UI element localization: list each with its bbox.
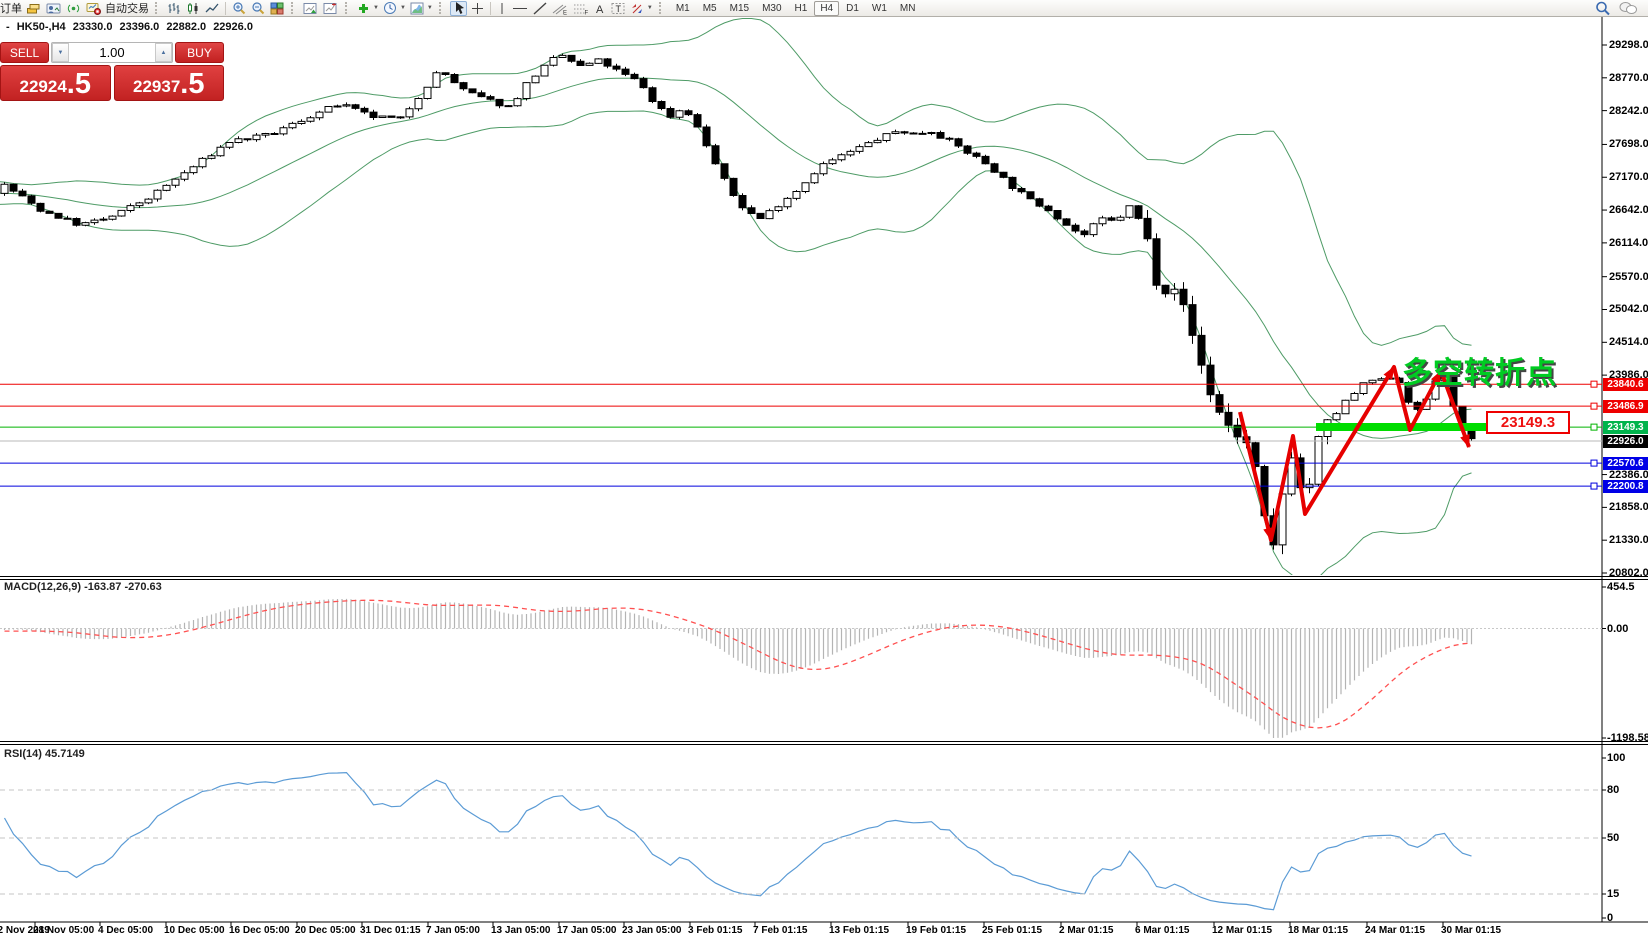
bar-chart-icon[interactable]	[166, 1, 182, 16]
signals-icon[interactable]	[65, 1, 82, 16]
text-tool-icon[interactable]: A	[593, 1, 607, 16]
toolbar-grip	[658, 2, 664, 14]
timeframe-button-h1[interactable]: H1	[794, 2, 808, 14]
autotrading-button[interactable]: 自动交易	[105, 3, 149, 15]
horizontal-line-tool-icon[interactable]	[511, 1, 529, 16]
line-chart-icon[interactable]	[204, 1, 220, 16]
buy-price-pips: .5	[180, 68, 205, 100]
chart-header-marker: -	[6, 21, 10, 33]
period-clock-icon[interactable]	[382, 1, 398, 16]
toolbar-grip	[438, 2, 444, 14]
autotrading-icon[interactable]	[85, 1, 102, 16]
toolbar-grip	[291, 2, 296, 14]
sell-price-main: 22924	[19, 77, 67, 96]
timeframe-button-d1[interactable]: D1	[846, 2, 859, 14]
buy-price-main: 22937	[133, 77, 181, 96]
zoom-in-icon[interactable]	[231, 1, 247, 16]
svg-text:A: A	[596, 4, 604, 15]
sell-price-box[interactable]: 22924 .5	[0, 65, 111, 101]
template-caret[interactable]: ▼	[426, 5, 433, 11]
orders-button[interactable]: 订单	[0, 3, 22, 15]
one-click-trading-panel: SELL ▼ 1.00 ▲ BUY 22924 .5 22937 .5	[0, 42, 224, 101]
auto-scroll-icon[interactable]	[302, 1, 319, 16]
fibonacci-tool-icon[interactable]: F	[572, 1, 590, 16]
terminal-icon[interactable]	[45, 1, 62, 16]
svg-text:T: T	[615, 4, 621, 14]
price-callout-label: 23149.3	[1486, 411, 1570, 434]
volume-value[interactable]: 1.00	[99, 45, 125, 60]
volume-stepper: ▼ 1.00 ▲	[51, 42, 173, 63]
toolbar-grip	[345, 2, 350, 14]
ohlc-low: 22882.0	[166, 21, 207, 33]
ohlc-high: 23396.0	[119, 21, 160, 33]
zoom-out-icon[interactable]	[250, 1, 266, 16]
search-icon[interactable]	[1594, 1, 1612, 16]
vertical-line-tool-icon[interactable]	[496, 1, 508, 16]
turning-point-annotation: 多空转折点	[1402, 357, 1557, 390]
toolbar-grip	[155, 2, 160, 14]
chart-shift-icon[interactable]	[322, 1, 339, 16]
tile-windows-icon[interactable]	[269, 1, 285, 16]
volume-down-button[interactable]: ▼	[52, 43, 69, 62]
sell-button[interactable]: SELL	[0, 42, 49, 63]
trendline-tool-icon[interactable]	[532, 1, 548, 16]
buy-price-box[interactable]: 22937 .5	[113, 65, 224, 101]
add-indicator-icon[interactable]	[356, 1, 371, 16]
new-order-icon[interactable]	[25, 1, 42, 16]
timeframe-button-w1[interactable]: W1	[871, 2, 887, 14]
svg-text:F: F	[584, 10, 588, 15]
timeframe-button-m5[interactable]: M5	[702, 2, 717, 14]
volume-up-button[interactable]: ▲	[155, 43, 172, 62]
rsi-label: RSI(14) 45.7149	[4, 748, 85, 760]
chart-header: - HK50-,H4 23330.0 23396.0 22882.0 22926…	[6, 21, 257, 33]
timeframe-button-m15[interactable]: M15	[729, 2, 750, 14]
buy-button[interactable]: BUY	[175, 42, 224, 63]
text-label-tool-icon[interactable]: T	[610, 1, 626, 16]
candlestick-icon[interactable]	[185, 1, 201, 16]
equidistant-channel-tool-icon[interactable]: E	[551, 1, 569, 16]
timeframe-group: M1 M5 M15 M30 H1 H4 D1 W1 MN	[670, 0, 922, 16]
ohlc-open: 23330.0	[72, 21, 113, 33]
arrows-tool-caret[interactable]: ▼	[646, 5, 653, 11]
chart-symbol: HK50-,H4	[16, 21, 66, 33]
period-caret[interactable]: ▼	[399, 5, 406, 11]
cursor-tool-icon[interactable]	[449, 0, 467, 16]
timeframe-button-mn[interactable]: MN	[899, 2, 916, 14]
crosshair-tool-icon[interactable]	[470, 1, 485, 16]
sell-price-pips: .5	[66, 68, 91, 100]
toolbar-separator	[489, 1, 491, 15]
timeframe-button-m30[interactable]: M30	[762, 2, 782, 14]
macd-label: MACD(12,26,9) -163.87 -270.63	[4, 581, 162, 593]
toolbar: 订单 自动交易 ▼ ▼ ▼ E F A T ▼	[0, 0, 1648, 17]
add-indicator-caret[interactable]: ▼	[373, 5, 379, 11]
template-icon[interactable]	[409, 1, 425, 16]
toolbar-separator	[225, 1, 226, 15]
svg-text:E: E	[563, 10, 567, 15]
chat-icon[interactable]	[1618, 1, 1639, 16]
arrows-tool-icon[interactable]	[629, 1, 645, 16]
ohlc-close: 22926.0	[213, 21, 253, 33]
timeframe-button-m1[interactable]: M1	[675, 2, 690, 14]
timeframe-button-h4[interactable]: H4	[814, 0, 840, 16]
